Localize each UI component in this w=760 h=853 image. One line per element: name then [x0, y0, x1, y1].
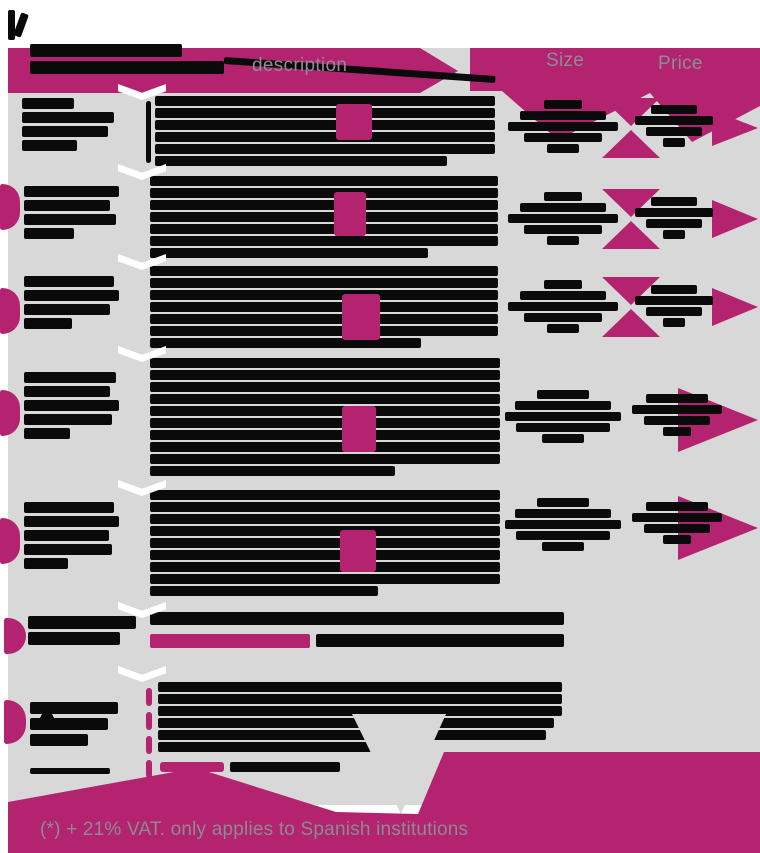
row-description-redacted	[155, 96, 495, 166]
highlighted-value-redacted	[342, 406, 376, 452]
row-label-redacted	[30, 768, 110, 774]
brace-icon	[146, 101, 151, 163]
column-header-price: Price	[658, 53, 703, 74]
page-title-redacted	[30, 44, 182, 57]
price-value-redacted	[627, 502, 727, 544]
bullet-icon	[4, 618, 26, 654]
logo-mark-icon	[8, 10, 15, 40]
bullet-icon	[0, 390, 20, 436]
page-title-redacted	[30, 61, 224, 74]
highlighted-value-redacted	[160, 762, 224, 772]
contact-link-redacted[interactable]	[150, 634, 310, 648]
bullet-icon	[0, 518, 20, 564]
highlighted-value-redacted	[340, 530, 376, 572]
row-label-redacted	[24, 276, 124, 329]
price-value-redacted	[629, 197, 719, 239]
highlighted-value-redacted	[160, 778, 200, 788]
row-label-redacted	[24, 186, 124, 239]
row-description-redacted	[150, 176, 498, 258]
highlighted-value-redacted	[342, 294, 380, 340]
row-description-redacted	[150, 266, 498, 348]
row-label-redacted	[28, 616, 148, 645]
size-value-redacted	[498, 390, 628, 443]
vat-footnote: (*) + 21% VAT. only applies to Spanish i…	[40, 819, 469, 840]
price-value-redacted	[629, 285, 719, 327]
price-value-redacted	[629, 105, 719, 147]
column-header-description: description	[252, 55, 348, 76]
row-description-redacted	[150, 358, 500, 476]
size-value-redacted	[498, 498, 628, 551]
bullet-icon	[4, 700, 26, 744]
row-description-redacted	[230, 762, 340, 772]
size-value-redacted	[503, 100, 623, 153]
row-description-redacted	[150, 490, 500, 596]
price-value-redacted	[627, 394, 727, 436]
row-description-redacted	[158, 682, 562, 752]
brace-icon	[146, 688, 152, 802]
bullet-icon	[0, 184, 20, 230]
row-description-redacted	[150, 612, 564, 625]
size-value-redacted	[503, 280, 623, 333]
column-header-size: Size	[546, 50, 585, 71]
row-label-redacted	[24, 502, 124, 569]
highlighted-value-redacted	[336, 104, 372, 140]
row-description-redacted	[316, 634, 564, 647]
highlighted-value-redacted	[334, 192, 366, 236]
row-label-redacted	[24, 372, 124, 439]
size-value-redacted	[503, 192, 623, 245]
bullet-icon	[0, 288, 20, 334]
